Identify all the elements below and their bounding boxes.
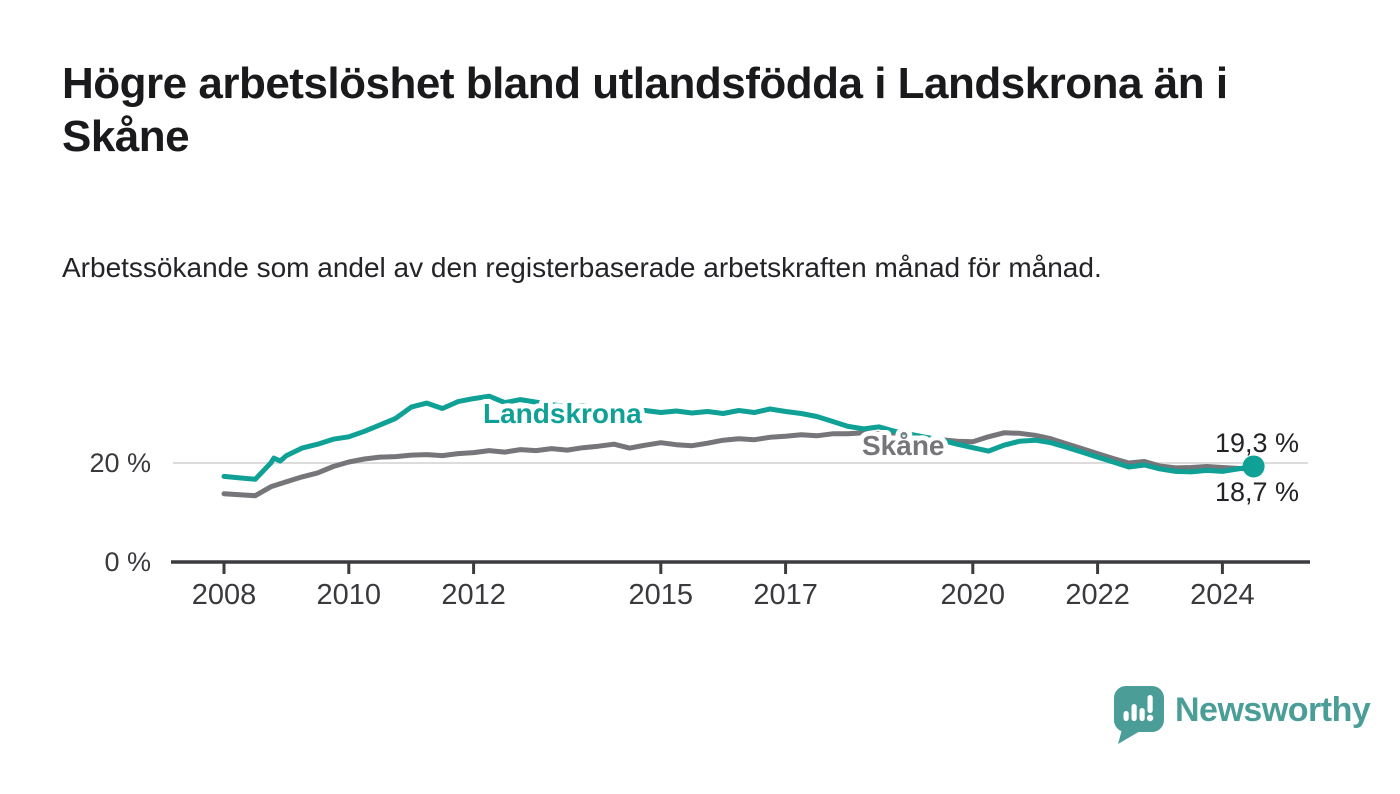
- series-line-landskrona: [221, 393, 1257, 482]
- series-line-sk-ne: [221, 430, 1257, 499]
- series-label-sk-ne: Skåne: [862, 430, 945, 461]
- x-axis-label-2024: 2024: [1190, 579, 1255, 611]
- chart-title: Högre arbetslöshet bland utlandsfödda i …: [62, 59, 1228, 161]
- y-axis-label-20: 20 %: [89, 448, 151, 478]
- logo-bubble-shape: [1113, 686, 1164, 744]
- x-axis-label-2020: 2020: [941, 579, 1006, 611]
- latest-value-dot-landskrona: [1242, 455, 1265, 478]
- logo-exclamation-bar: [1147, 695, 1153, 713]
- end-value-label-landskrona: 19,3 %: [1215, 428, 1299, 458]
- x-axis-label-2008: 2008: [192, 579, 257, 611]
- series-label-landskrona: Landskrona: [483, 398, 642, 429]
- x-axis-label-2012: 2012: [441, 579, 506, 611]
- end-value-label-sk-ne: 18,7 %: [1215, 477, 1299, 507]
- logo-bar-medium: [1139, 708, 1145, 721]
- x-axis-label-2017: 2017: [753, 579, 818, 611]
- newsworthy-logo-text: Newsworthy: [1175, 691, 1371, 729]
- newsworthy-logo: Newsworthy: [1112, 684, 1371, 746]
- logo-exclamation-dot: [1146, 714, 1154, 722]
- newsworthy-logo-icon: [1113, 686, 1164, 744]
- logo-bar-tall: [1131, 704, 1137, 721]
- chart-subtitle: Arbetssökande som andel av den registerb…: [62, 252, 1102, 283]
- x-axis-label-2015: 2015: [629, 579, 694, 611]
- x-axis-label-2022: 2022: [1065, 579, 1130, 611]
- y-axis-label-0: 0 %: [104, 547, 151, 577]
- logo-bar-small: [1123, 711, 1129, 721]
- x-axis-label-2010: 2010: [317, 579, 382, 611]
